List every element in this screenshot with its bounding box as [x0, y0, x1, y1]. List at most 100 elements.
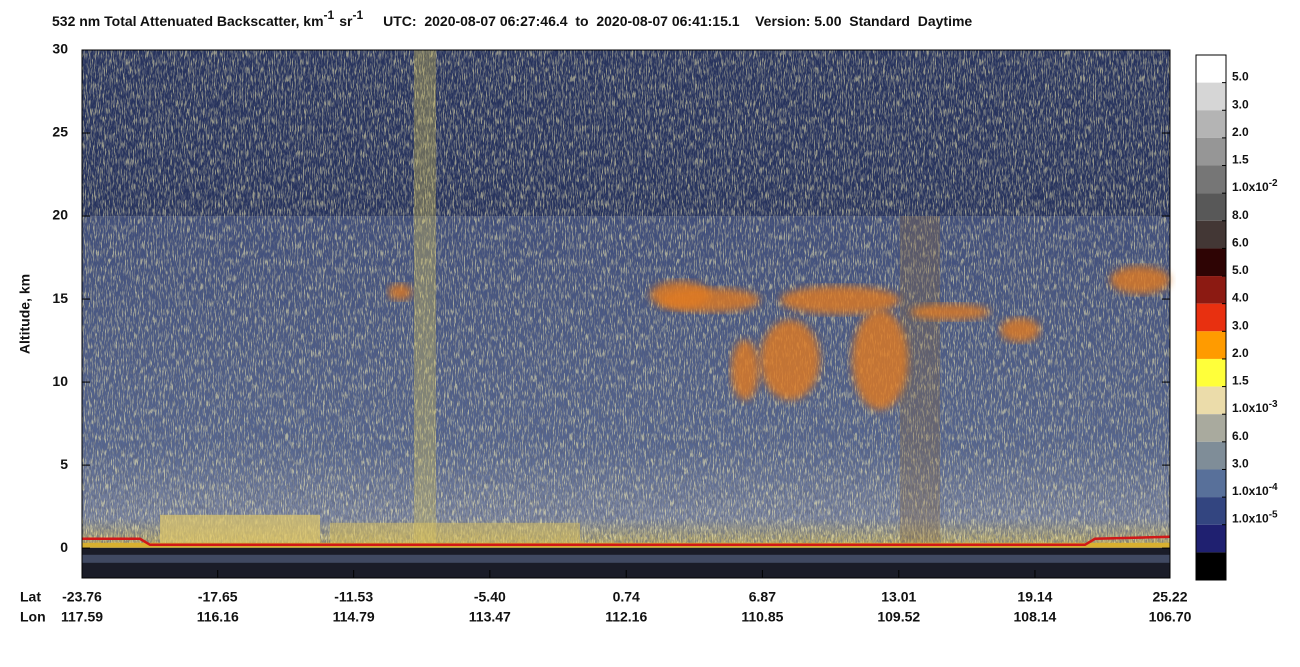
- colorbar-label-text: 8.0: [1232, 208, 1249, 222]
- colorbar-swatch: [1196, 414, 1226, 442]
- colorbar-swatch: [1196, 55, 1226, 83]
- speckle-dark: [82, 50, 1170, 545]
- colorbar-swatch: [1196, 386, 1226, 415]
- x-axis-label: Lat: [20, 589, 41, 605]
- colorbar-swatch: [1196, 524, 1226, 553]
- cloud: [760, 320, 820, 400]
- colorbar-swatch: [1196, 331, 1226, 359]
- x2-tick-label: 113.47: [469, 609, 511, 625]
- subsurface-band: [82, 554, 1170, 563]
- colorbar-label: 2.0: [1232, 125, 1249, 139]
- y-tick-label: 15: [52, 290, 68, 306]
- stripe: [900, 216, 940, 545]
- cloud: [1110, 266, 1170, 294]
- colorbar-swatch: [1196, 276, 1226, 304]
- cloud: [780, 286, 900, 314]
- colorbar-label: 1.5: [1232, 153, 1249, 167]
- y-tick-label: 25: [52, 124, 68, 140]
- colorbar-label-text: 3.0: [1232, 318, 1249, 332]
- colorbar-swatch: [1196, 303, 1226, 332]
- colorbar-label-text: 5.0: [1232, 70, 1249, 84]
- colorbar-label-text: 1.5: [1232, 374, 1249, 388]
- colorbar-swatch: [1196, 82, 1226, 111]
- colorbar-label: 1.0x10-5: [1232, 509, 1278, 526]
- colorbar-label-text: 2.0: [1232, 125, 1249, 139]
- colorbar-label: 8.0: [1232, 208, 1249, 222]
- y-tick-label: 10: [52, 373, 68, 389]
- y-tick-label: 20: [52, 207, 68, 223]
- x2-tick-label: 108.14: [1014, 609, 1057, 625]
- colorbar-label: 4.0: [1232, 291, 1249, 305]
- colorbar-swatch: [1196, 497, 1226, 525]
- x-tick-label: -5.40: [474, 589, 506, 605]
- colorbar-label: 1.0x10-3: [1232, 399, 1278, 416]
- chart-title: 532 nm Total Attenuated Backscatter, km-…: [52, 8, 972, 29]
- colorbar-label-exponent: -2: [1269, 178, 1278, 189]
- colorbar-label: 3.0: [1232, 318, 1249, 332]
- colorbar-label: 6.0: [1232, 236, 1249, 250]
- surface-line: [82, 535, 1171, 547]
- y-tick-label: 0: [60, 539, 68, 555]
- colorbar-label: 6.0: [1232, 429, 1249, 443]
- stripe: [414, 50, 436, 545]
- x-tick-label: 19.14: [1017, 589, 1052, 605]
- colorbar-label-text: 5.0: [1232, 263, 1249, 277]
- colorbar-label-text: 2.0: [1232, 346, 1249, 360]
- colorbar-label-text: 1.0x10: [1232, 512, 1269, 526]
- boundary-layer: [160, 514, 320, 543]
- colorbar-label-exponent: -5: [1269, 509, 1278, 520]
- colorbar-swatch: [1196, 358, 1226, 387]
- colorbar-label-text: 4.0: [1232, 291, 1249, 305]
- colorbar-label: 3.0: [1232, 97, 1249, 111]
- colorbar-swatch: [1196, 552, 1226, 580]
- x2-tick-label: 114.79: [333, 609, 375, 625]
- x2-tick-label: 116.16: [197, 609, 239, 625]
- colorbar-label: 2.0: [1232, 346, 1249, 360]
- colorbar-swatch: [1196, 110, 1226, 138]
- x-tick-label: 13.01: [881, 589, 916, 605]
- colorbar-swatch: [1196, 137, 1226, 166]
- x2-tick-label: 117.59: [61, 609, 103, 625]
- cloud: [910, 304, 990, 320]
- x-tick-label: -23.76: [62, 589, 102, 605]
- colorbar-label: 1.0x10-2: [1232, 178, 1278, 195]
- colorbar-label-text: 6.0: [1232, 236, 1249, 250]
- colorbar-label: 5.0: [1232, 70, 1249, 84]
- colorbar-swatch: [1196, 248, 1226, 277]
- colorbar-label: 5.0: [1232, 263, 1249, 277]
- y-axis-label: Altitude, km: [17, 274, 33, 354]
- colorbar-swatch: [1196, 220, 1226, 249]
- x2-tick-label: 106.70: [1149, 609, 1192, 625]
- x2-axis-label: Lon: [20, 609, 46, 625]
- colorbar-label-text: 3.0: [1232, 457, 1249, 471]
- cloud: [852, 310, 908, 410]
- x2-tick-label: 112.16: [605, 609, 647, 625]
- x-tick-label: 25.22: [1152, 589, 1187, 605]
- backscatter-image: [82, 50, 1171, 578]
- colorbar-frame: [1195, 54, 1227, 581]
- cloud: [1000, 318, 1040, 342]
- colorbar-label-exponent: -3: [1269, 399, 1278, 410]
- colorbar-swatch: [1196, 165, 1226, 194]
- x2-tick-label: 110.85: [741, 609, 783, 625]
- x-tick-label: -11.53: [334, 589, 373, 605]
- colorbar-label-text: 1.5: [1232, 153, 1249, 167]
- colorbar-label-text: 1.0x10: [1232, 180, 1269, 194]
- colorbar-label-text: 1.0x10: [1232, 484, 1269, 498]
- colorbar-label: 3.0: [1232, 457, 1249, 471]
- colorbar-swatch: [1196, 193, 1226, 221]
- colorbar-label-text: 1.0x10: [1232, 401, 1269, 415]
- cloud: [660, 288, 760, 312]
- colorbar-label-exponent: -4: [1269, 482, 1278, 493]
- colorbar-swatch: [1196, 441, 1226, 470]
- colorbar-label-text: 3.0: [1232, 97, 1249, 111]
- x-tick-label: 6.87: [749, 589, 776, 605]
- y-tick-label: 5: [60, 456, 68, 472]
- cloud: [388, 284, 412, 300]
- cloud: [731, 340, 759, 400]
- colorbar-label-text: 6.0: [1232, 429, 1249, 443]
- colorbar-label: 1.0x10-4: [1232, 482, 1278, 499]
- x2-tick-label: 109.52: [877, 609, 920, 625]
- x-tick-label: 0.74: [613, 589, 640, 605]
